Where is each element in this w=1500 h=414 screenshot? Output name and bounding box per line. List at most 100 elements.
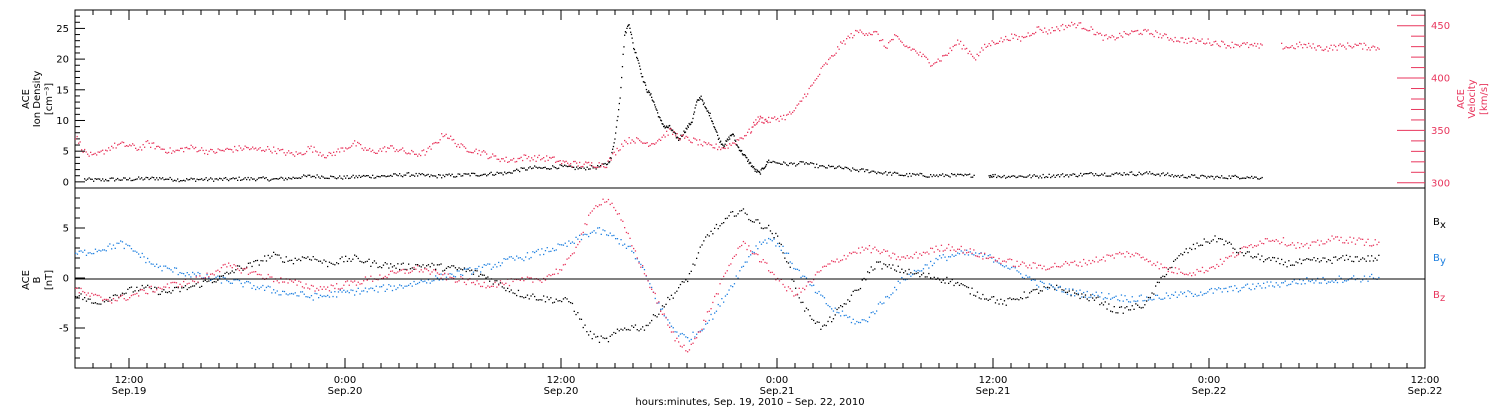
density-point: [687, 126, 689, 128]
velocity-point: [1030, 34, 1032, 36]
velocity-point: [93, 153, 95, 155]
bz-point: [1241, 247, 1243, 249]
by-point: [352, 289, 354, 292]
velocity-point: [951, 49, 953, 52]
bz-point: [1266, 238, 1268, 240]
bx-point: [224, 272, 226, 275]
by-point: [411, 285, 413, 287]
velocity-point: [867, 34, 869, 36]
bz-point: [422, 271, 424, 273]
velocity-point: [846, 38, 848, 40]
velocity-point: [633, 140, 635, 143]
velocity-point: [540, 159, 542, 161]
density-point: [1075, 175, 1077, 177]
density-point: [1201, 174, 1203, 176]
bz-point: [568, 257, 570, 259]
velocity-point: [234, 145, 236, 148]
by-point: [805, 277, 808, 279]
bx-point: [807, 309, 809, 311]
bz-point: [75, 287, 77, 290]
bz-point: [505, 282, 507, 284]
by-point: [679, 333, 682, 335]
bx-point: [670, 294, 673, 296]
bz-point: [705, 320, 707, 322]
by-point: [566, 245, 568, 247]
density-point: [573, 166, 575, 168]
density-point: [960, 173, 962, 175]
bx-point: [827, 320, 829, 323]
bz-point: [1050, 266, 1052, 268]
by-point: [957, 252, 959, 254]
velocity-point: [1341, 45, 1343, 47]
velocity-point: [288, 150, 290, 152]
velocity-point: [850, 33, 852, 35]
density-point: [1132, 173, 1134, 176]
by-point: [607, 234, 610, 237]
density-point: [271, 178, 273, 180]
velocity-point: [432, 143, 434, 145]
bx-point: [431, 262, 433, 265]
density-point: [1056, 174, 1058, 177]
bx-point: [1200, 244, 1202, 246]
bx-point: [478, 275, 480, 277]
bx-point: [465, 270, 467, 273]
bz-point: [350, 280, 352, 282]
velocity-point: [1371, 46, 1373, 48]
by-point: [886, 295, 889, 298]
density-point: [615, 126, 618, 128]
velocity-point: [151, 142, 153, 144]
density-point: [762, 167, 764, 169]
by-point: [694, 336, 696, 338]
velocity-point: [1344, 46, 1346, 48]
bx-point: [726, 217, 728, 219]
by-point: [231, 282, 233, 284]
by-point: [364, 287, 367, 289]
density-point: [746, 157, 748, 159]
velocity-point: [496, 158, 498, 160]
velocity-point: [880, 39, 882, 42]
density-point: [717, 138, 720, 140]
by-point: [1302, 279, 1304, 282]
density-point: [686, 128, 688, 130]
bx-point: [226, 271, 228, 273]
by-point: [109, 243, 111, 245]
bx-point: [307, 256, 309, 258]
bz-point: [156, 289, 158, 291]
bx-point: [1326, 261, 1328, 263]
velocity-point: [1017, 38, 1019, 40]
density-point: [87, 178, 89, 180]
density-point: [656, 109, 658, 111]
velocity-point: [1251, 43, 1253, 46]
velocity-point: [571, 166, 573, 168]
bz-point: [1268, 240, 1270, 242]
density-point: [859, 169, 861, 171]
velocity-point: [1104, 34, 1106, 37]
bx-point: [787, 262, 790, 264]
density-point: [522, 167, 524, 169]
bx-point: [577, 312, 579, 314]
density-point: [1003, 174, 1005, 177]
bx-point: [1201, 244, 1204, 246]
bz-point: [1120, 253, 1123, 255]
bx-point: [1048, 287, 1051, 289]
bz-point: [712, 301, 714, 304]
by-point: [1171, 293, 1173, 296]
bz-point: [399, 270, 401, 272]
density-point: [843, 168, 845, 170]
density-point: [755, 168, 757, 171]
density-point: [439, 174, 441, 176]
density-point: [816, 163, 818, 165]
bx-point: [435, 268, 437, 270]
by-point: [782, 245, 784, 247]
velocity-point: [1176, 40, 1178, 42]
density-point: [238, 176, 240, 178]
bz-point: [1158, 268, 1160, 270]
bx-point: [1128, 309, 1130, 311]
bz-point: [1363, 244, 1366, 246]
bx-point: [1011, 298, 1013, 301]
by-point: [240, 282, 242, 285]
bz-point: [1020, 263, 1022, 266]
density-point: [363, 174, 365, 177]
bx-point: [1070, 295, 1072, 297]
bz-point: [310, 284, 313, 287]
